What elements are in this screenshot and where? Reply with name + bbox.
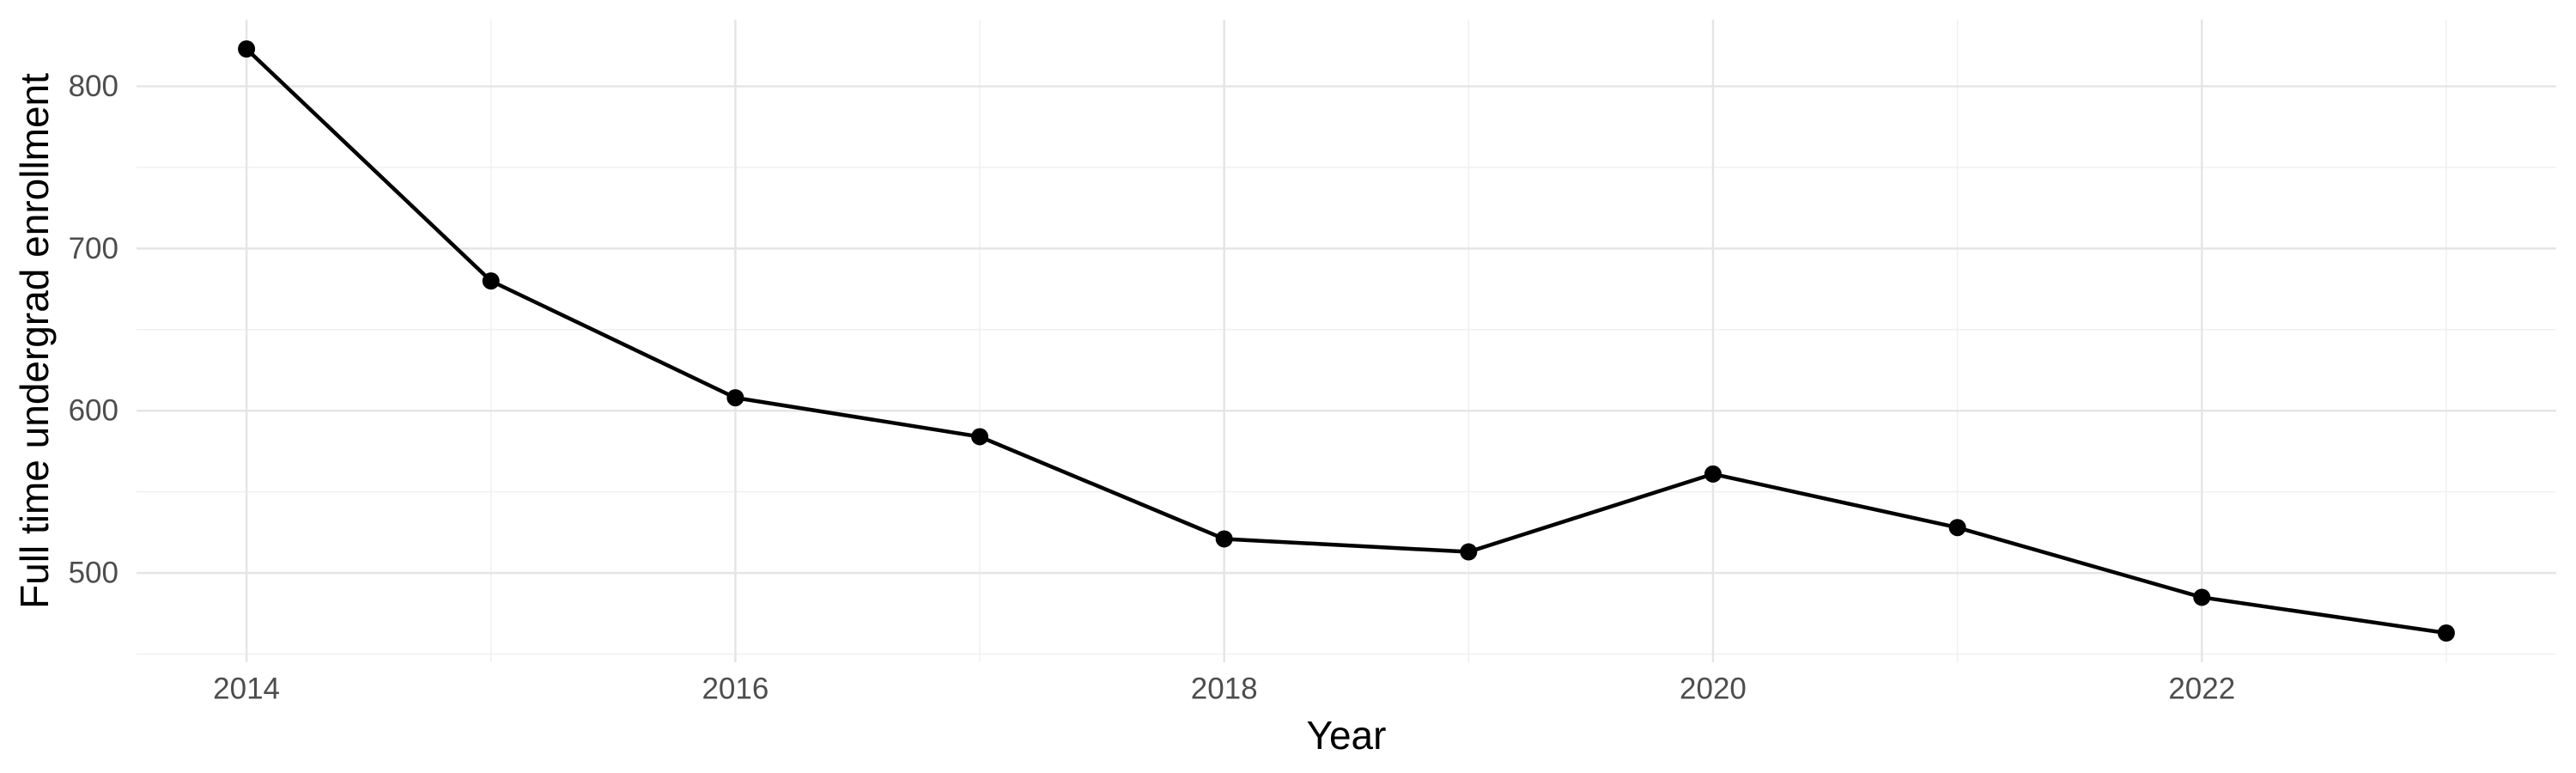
data-point [1948,519,1966,537]
data-point [1460,543,1478,561]
series-line [244,46,2449,636]
data-point [2193,588,2211,606]
x-tick-label: 2016 [702,673,769,706]
y-tick-label: 700 [69,232,118,265]
x-tick-label: 2014 [213,673,280,706]
x-tick-label: 2022 [2168,673,2235,706]
data-point [971,428,989,446]
data-point [1215,530,1233,548]
y-tick-label: 800 [69,70,118,103]
data-point [2437,624,2455,642]
y-tick-label: 600 [69,394,118,428]
data-point [238,40,256,58]
x-axis-title: Year [1306,713,1387,758]
y-axis-title-text: Full time undergrad enrollment [12,73,57,609]
x-tick-label: 2018 [1191,673,1258,706]
y-tick-label: 500 [69,557,118,590]
data-point [482,272,500,290]
data-point [1704,465,1722,483]
data-point [726,389,744,407]
x-tick-label: 2020 [1680,673,1747,706]
